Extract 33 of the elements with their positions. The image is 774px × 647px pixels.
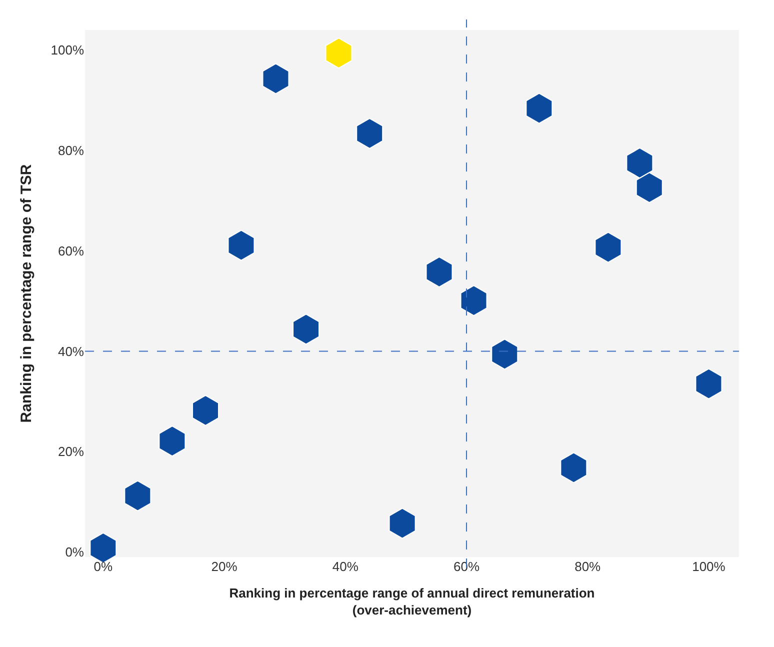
point <box>626 148 654 178</box>
y-tick-label: 20% <box>58 444 84 460</box>
x-tick-label: 0% <box>94 559 113 574</box>
y-tick-label: 60% <box>58 243 84 258</box>
y-tick-label: 0% <box>65 544 84 560</box>
point <box>356 118 384 149</box>
point <box>526 92 553 124</box>
point <box>491 338 518 370</box>
point <box>192 394 219 426</box>
point <box>158 426 186 457</box>
point <box>695 368 722 400</box>
point <box>228 230 255 261</box>
y-axis-title: Ranking in percentage range of TSR <box>18 164 35 423</box>
point <box>460 285 488 316</box>
x-tick-label: 20% <box>211 559 238 574</box>
point <box>388 508 416 539</box>
y-tick-label: 40% <box>58 344 84 359</box>
point <box>636 172 663 204</box>
point <box>426 256 453 288</box>
point <box>594 232 622 263</box>
point <box>90 532 117 564</box>
point <box>292 314 320 345</box>
point <box>325 38 352 69</box>
point <box>560 452 588 484</box>
x-tick-label: 80% <box>574 559 602 574</box>
point <box>124 480 152 512</box>
x-axis-title: Ranking in percentage range of annual direct remuneration (over-achievement) <box>229 586 595 618</box>
y-tick-label: 100% <box>50 42 84 58</box>
x-tick-label: 40% <box>332 559 359 574</box>
x-tick-label: 60% <box>453 559 480 574</box>
x-tick-label: 100% <box>692 559 726 574</box>
point <box>262 63 290 94</box>
y-tick-label: 80% <box>58 143 84 158</box>
